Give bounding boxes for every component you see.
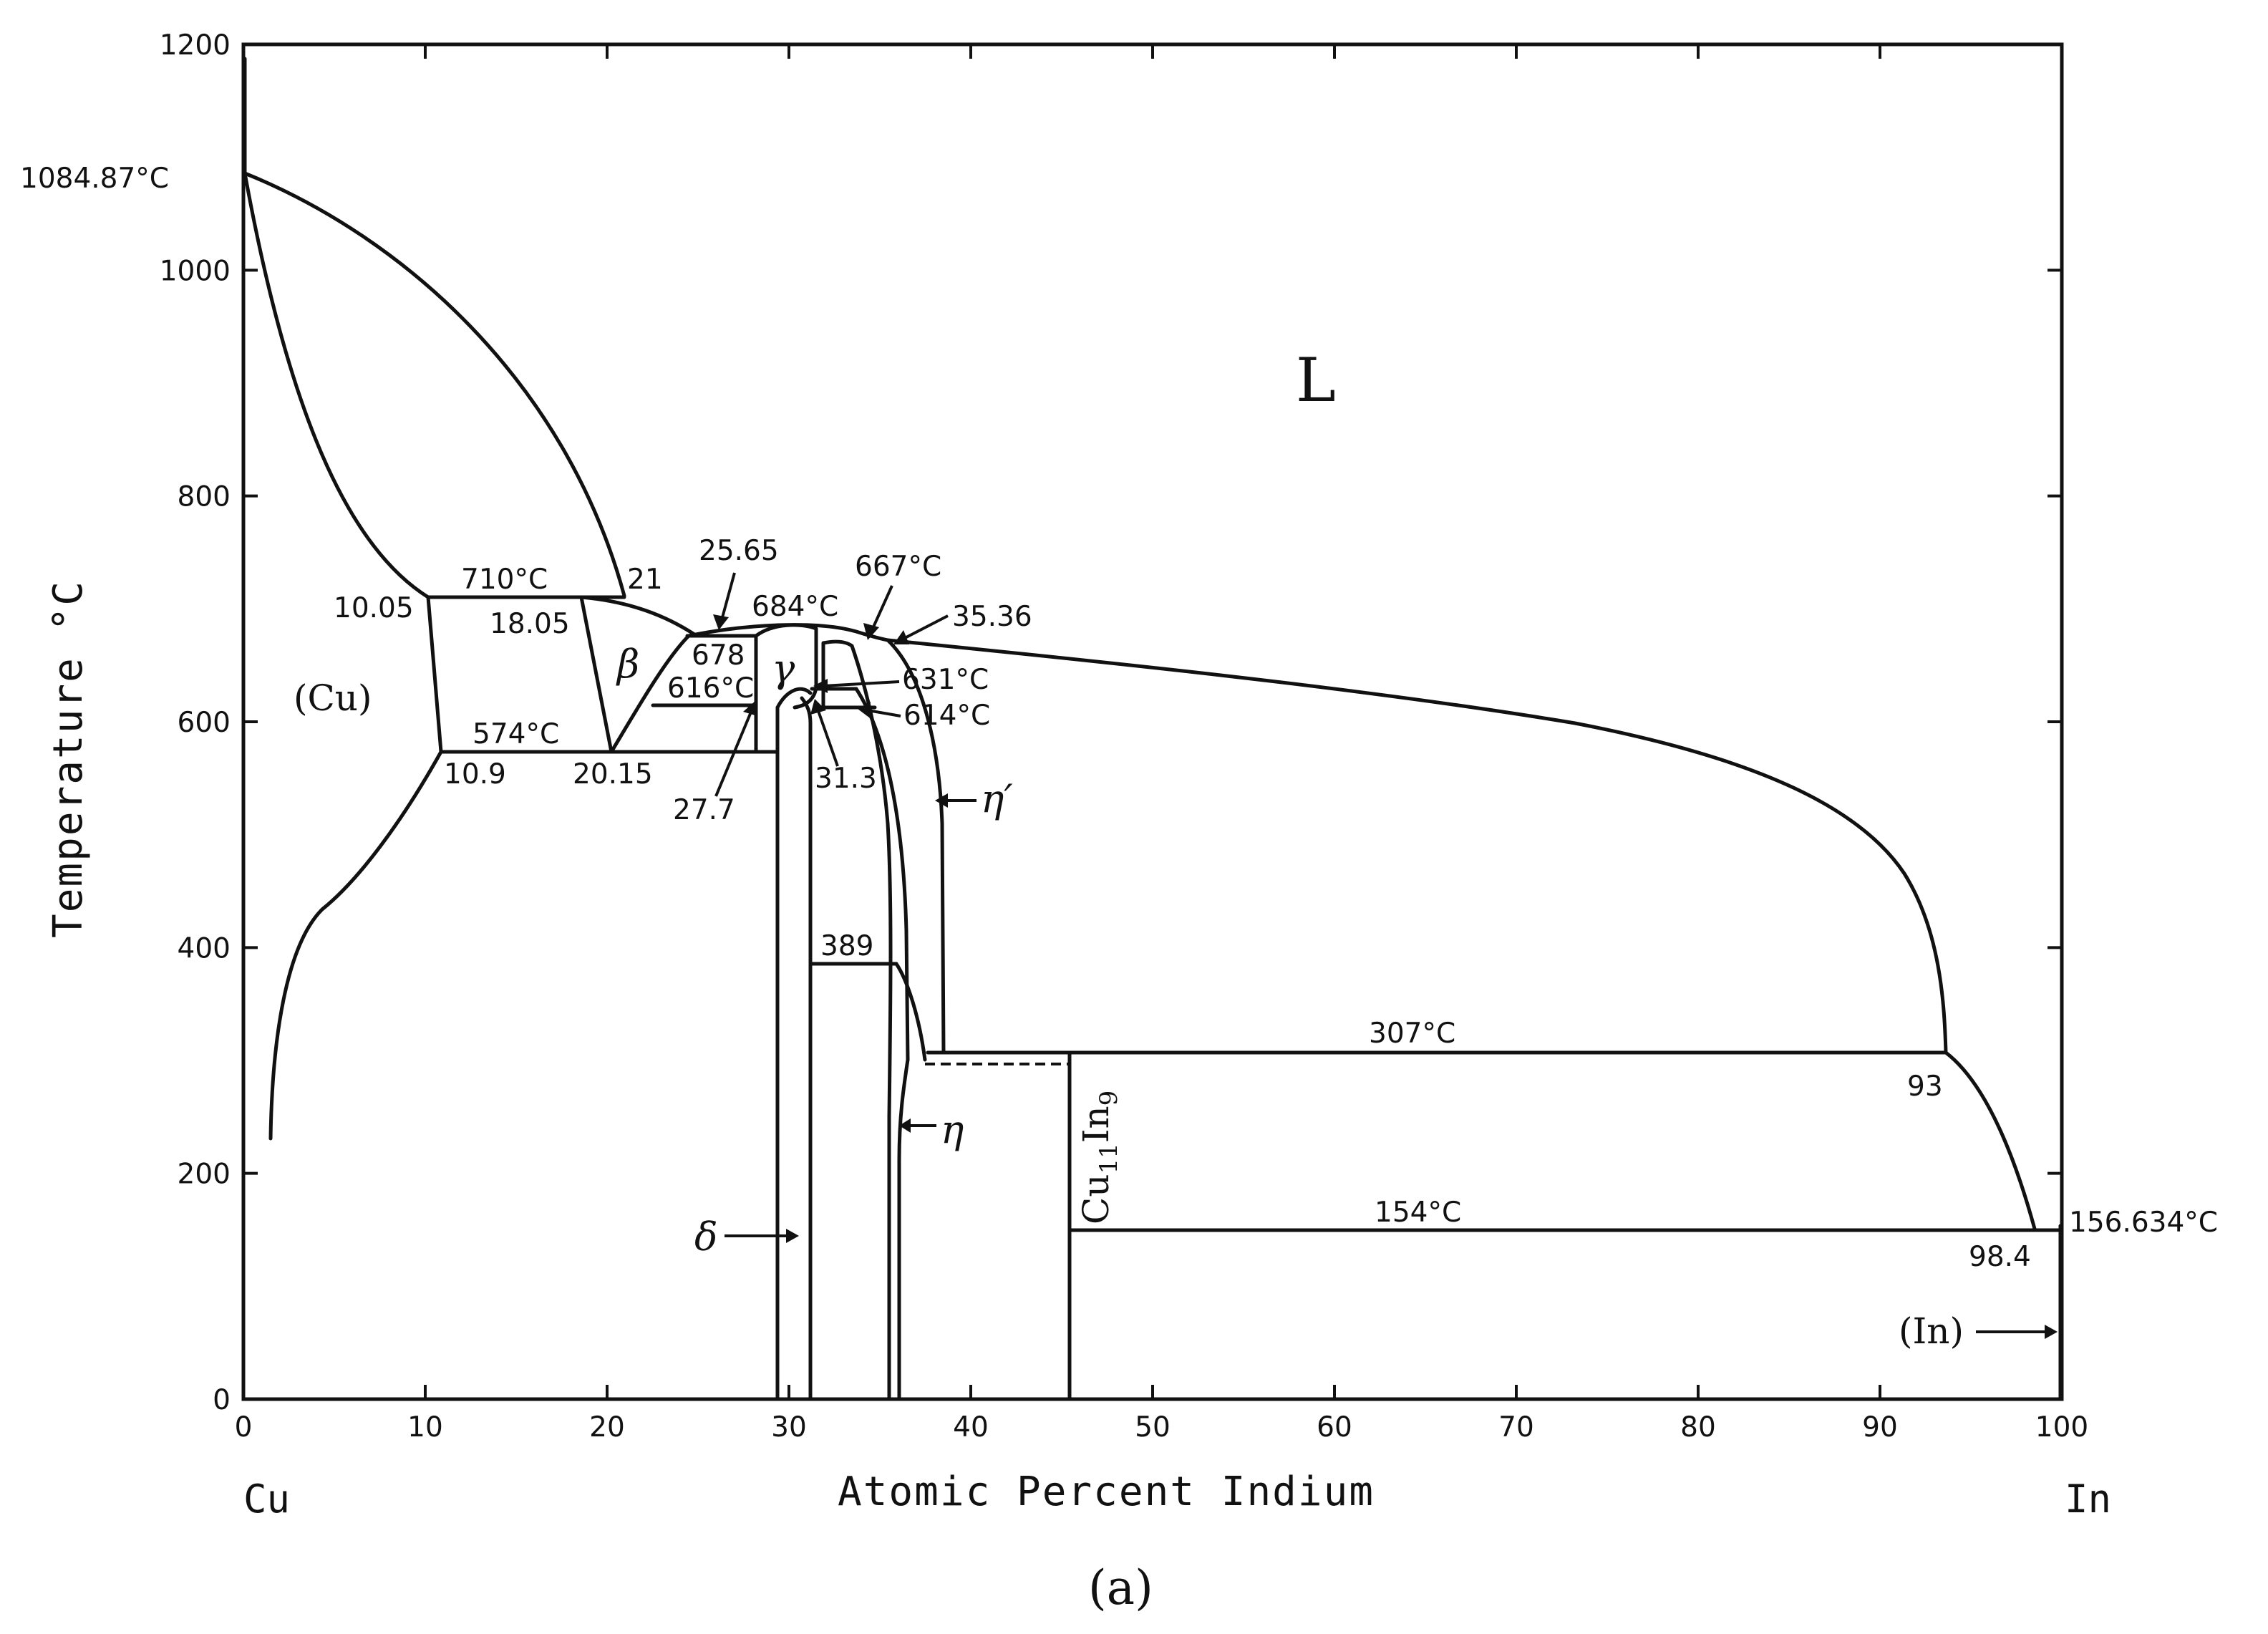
- arrow-25-65-head: [713, 614, 729, 630]
- label-20-15: 20.15: [573, 758, 653, 791]
- y-tick-label: 0: [213, 1384, 231, 1416]
- in-solid-label: (In): [1899, 1310, 1964, 1352]
- label-25-65: 25.65: [699, 535, 779, 567]
- delta-top: [775, 687, 813, 710]
- label-35-36: 35.36: [952, 601, 1032, 633]
- y-tick-label: 600: [178, 707, 231, 739]
- label-631: 631°C: [902, 664, 989, 696]
- arrow-614-head: [858, 702, 871, 717]
- label-678: 678: [692, 639, 745, 672]
- delta-right-edge: [800, 696, 813, 1401]
- arrow-eta-prime-head: [935, 793, 948, 808]
- label-307: 307°C: [1369, 1017, 1455, 1050]
- eta-inner-boundary: [854, 687, 910, 1401]
- arrow-35-36: [903, 614, 949, 640]
- in-melt-label: 156.634°C: [2069, 1207, 2218, 1239]
- liquidus-684: [687, 623, 890, 642]
- x-tick-label: 40: [953, 1411, 989, 1444]
- in-liquidus: [1944, 1050, 2037, 1231]
- x-tick-label: 50: [1135, 1411, 1171, 1444]
- x-axis-title: Atomic Percent Indium: [838, 1469, 1375, 1515]
- x-tick-label: 100: [2035, 1411, 2088, 1444]
- arrow-27-7: [714, 710, 753, 797]
- beta-right-boundary: [609, 634, 691, 754]
- eta-prime-top: [821, 639, 854, 648]
- arrow-25-65: [720, 572, 736, 621]
- cu-solvus-lower: [268, 750, 443, 1141]
- delta-label: δ: [694, 1214, 718, 1260]
- beta-liquidus: [579, 595, 697, 637]
- label-10-05: 10.05: [334, 592, 414, 624]
- label-18-05: 18.05: [490, 608, 570, 640]
- solidus-cu-side: [243, 171, 430, 599]
- eta-389-curve: [894, 962, 927, 1062]
- arrow-631: [823, 680, 900, 687]
- cu11in9-label: Cu11In9: [1075, 1091, 1123, 1224]
- y-tick-label: 1200: [160, 29, 231, 62]
- eta-label: η: [941, 1107, 964, 1152]
- arrow-31-3: [816, 708, 839, 767]
- liquidus-cu-side: [243, 171, 626, 598]
- arrow-delta-head: [786, 1229, 799, 1243]
- y-tick-label: 1000: [160, 255, 231, 287]
- figure-caption: (a): [1088, 1560, 1153, 1615]
- label-98-4: 98.4: [1969, 1241, 2031, 1273]
- arrow-631-head: [813, 679, 828, 693]
- x-tick-label: 20: [589, 1411, 625, 1444]
- x-tick-label: 90: [1862, 1411, 1898, 1444]
- x-tick-label: 30: [771, 1411, 807, 1444]
- liquid-label: L: [1296, 345, 1336, 415]
- eta-left-boundary: [850, 644, 893, 1401]
- x-tick-label: 0: [235, 1411, 253, 1444]
- x-tick-label: 60: [1317, 1411, 1352, 1444]
- cu-solid-label: (Cu): [294, 677, 372, 719]
- label-684: 684°C: [752, 591, 838, 623]
- x-axis-ticks: 0 10 20 30 40 50 60 70 80 90 100: [235, 44, 2088, 1444]
- label-93: 93: [1907, 1070, 1943, 1103]
- point-annotations: 1084.87°C 156.634°C 710°C 10.05 21 18.05…: [20, 163, 2218, 1273]
- arrow-667: [871, 585, 893, 631]
- label-154: 154°C: [1375, 1197, 1461, 1229]
- y-axis-ticks: 0 200 400 600 800 1000 1200: [160, 29, 2062, 1416]
- cu-solvus-upper: [426, 595, 443, 754]
- label-10-9: 10.9: [444, 758, 506, 791]
- x-tick-label: 10: [407, 1411, 443, 1444]
- label-710: 710°C: [461, 564, 548, 596]
- arrow-35-36-head: [893, 630, 909, 644]
- label-574: 574°C: [472, 718, 559, 750]
- arrow-31-3-head: [810, 699, 826, 715]
- cu-end-label: Cu: [243, 1476, 290, 1522]
- beta-left-boundary: [579, 595, 614, 754]
- x-tick-label: 80: [1680, 1411, 1716, 1444]
- eta-prime-label: η′: [981, 776, 1013, 821]
- beta-label: β: [616, 642, 639, 687]
- gamma-label: γ: [772, 646, 795, 691]
- arrow-27-7-head: [743, 700, 757, 716]
- annotation-arrows: [713, 572, 2058, 1339]
- label-614: 614°C: [903, 700, 990, 732]
- label-27-7: 27.7: [673, 794, 735, 826]
- phase-boundaries: [243, 57, 2063, 1401]
- y-axis-title: Temperature °C: [45, 580, 92, 938]
- cu-melt-label: 1084.87°C: [20, 163, 169, 195]
- y-tick-label: 200: [178, 1159, 231, 1191]
- label-31-3: 31.3: [815, 763, 877, 795]
- in-end-label: In: [2065, 1476, 2111, 1522]
- arrow-614: [867, 709, 901, 717]
- arrow-in-solid-head: [2045, 1325, 2058, 1339]
- label-616: 616°C: [667, 672, 754, 705]
- x-tick-label: 70: [1498, 1411, 1534, 1444]
- arrow-eta-head: [899, 1118, 911, 1133]
- y-tick-label: 400: [178, 932, 231, 965]
- y-tick-label: 800: [178, 481, 231, 513]
- label-667: 667°C: [855, 551, 941, 583]
- label-21: 21: [627, 564, 663, 596]
- eta-prime-right-boundary: [886, 638, 946, 1055]
- arrow-667-head: [863, 623, 879, 640]
- liquidus-main: [886, 638, 1948, 1055]
- label-389: 389: [820, 930, 873, 962]
